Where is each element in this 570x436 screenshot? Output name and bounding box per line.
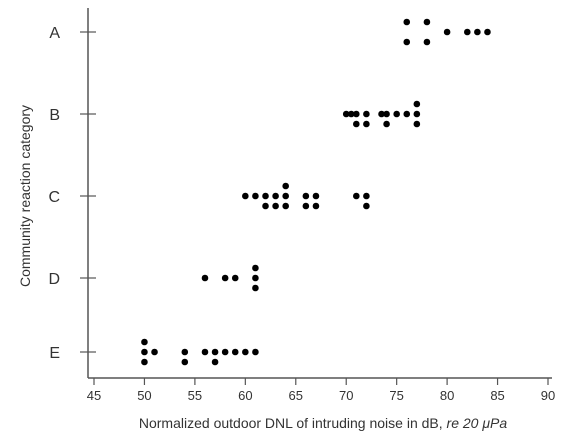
y-category-label: C <box>48 189 60 206</box>
data-point <box>363 202 370 210</box>
data-point <box>252 284 259 292</box>
y-category-label: E <box>49 345 60 362</box>
data-point <box>302 202 310 210</box>
data-point <box>393 110 400 118</box>
y-category-label: B <box>49 107 60 124</box>
x-tick-label: 90 <box>541 388 555 403</box>
x-tick-label: 70 <box>339 388 353 403</box>
data-point <box>347 110 355 118</box>
data-point <box>181 348 189 356</box>
data-point <box>201 274 209 282</box>
y-ticks: A B C D E <box>48 25 96 362</box>
data-point <box>242 348 249 356</box>
data-point <box>242 192 249 200</box>
data-point <box>403 110 411 118</box>
data-point <box>141 348 148 356</box>
data-point <box>252 274 259 282</box>
x-tick-label: 75 <box>389 388 403 403</box>
x-axis-title-italic: re 20 μPa <box>447 415 508 431</box>
x-tick-label: 80 <box>440 388 454 403</box>
data-point <box>262 202 269 210</box>
data-point <box>231 274 239 282</box>
data-point <box>252 264 259 272</box>
data-point <box>272 202 279 210</box>
y-axis-title: Community reaction category <box>17 105 33 287</box>
data-point <box>181 358 189 366</box>
data-point <box>383 120 390 128</box>
data-point <box>151 348 158 356</box>
data-point <box>342 110 350 118</box>
data-point <box>403 38 411 46</box>
x-tick-label: 85 <box>490 388 504 403</box>
data-points <box>141 18 491 366</box>
data-point <box>211 358 219 366</box>
data-point <box>262 192 269 200</box>
data-point <box>201 348 209 356</box>
data-point <box>413 100 421 108</box>
data-point <box>282 192 289 200</box>
x-axis-title-main: Normalized outdoor DNL of intruding nois… <box>139 415 447 431</box>
x-tick-label: 55 <box>188 388 202 403</box>
y-category-label: A <box>49 25 60 42</box>
data-point <box>363 110 370 118</box>
data-point <box>363 192 370 200</box>
data-point <box>484 28 491 36</box>
data-point <box>252 348 259 356</box>
data-point <box>423 18 431 26</box>
data-point <box>141 358 148 366</box>
x-tick-label: 60 <box>238 388 252 403</box>
data-point <box>363 120 370 128</box>
x-tick-label: 65 <box>289 388 303 403</box>
data-point <box>383 110 390 118</box>
data-point <box>302 192 310 200</box>
data-point <box>463 28 471 36</box>
data-point <box>211 348 219 356</box>
data-point <box>141 338 148 346</box>
x-axis-title: Normalized outdoor DNL of intruding nois… <box>139 415 507 431</box>
data-point <box>413 120 421 128</box>
data-point <box>221 348 229 356</box>
data-point <box>312 202 320 210</box>
data-point <box>282 182 289 190</box>
x-tick-label: 45 <box>87 388 101 403</box>
data-point <box>413 110 421 118</box>
y-category-label: D <box>48 271 60 288</box>
data-point <box>353 120 360 128</box>
x-tick-label: 50 <box>137 388 151 403</box>
x-ticks: 45 50 55 60 65 70 75 80 85 90 <box>87 378 555 403</box>
data-point <box>252 192 259 200</box>
data-point <box>221 274 229 282</box>
data-point <box>423 38 431 46</box>
data-point <box>231 348 239 356</box>
data-point <box>474 28 481 36</box>
data-point <box>272 192 279 200</box>
data-point <box>282 202 289 210</box>
data-point <box>312 192 320 200</box>
axes <box>87 8 552 379</box>
data-point <box>403 18 411 26</box>
data-point <box>378 110 385 118</box>
data-point <box>353 110 360 118</box>
data-point <box>353 192 360 200</box>
data-point <box>443 28 451 36</box>
